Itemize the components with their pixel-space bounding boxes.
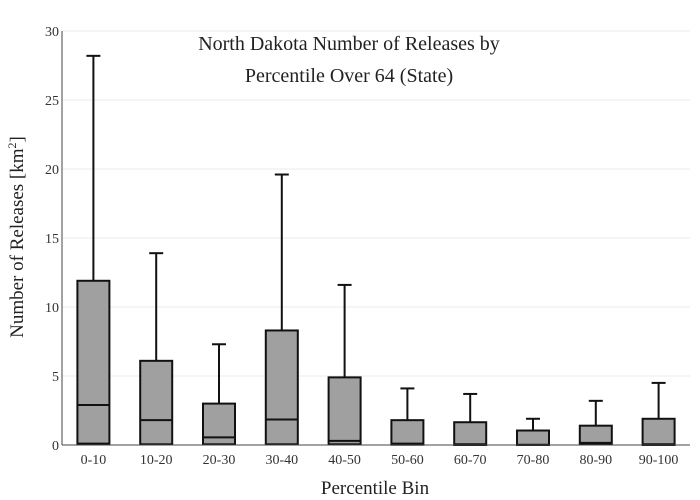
box-70-80 [516, 417, 550, 447]
iqr-box [264, 329, 299, 446]
y-tick-label: 25 [45, 94, 59, 109]
y-axis-title: Number of Releases [km2] [5, 136, 28, 338]
y-tick-label: 15 [45, 232, 59, 247]
x-tick-label: 0-10 [81, 453, 107, 468]
x-axis-title: Percentile Bin [321, 478, 430, 499]
box-20-30 [202, 343, 236, 446]
axes [61, 31, 690, 446]
box-50-60 [390, 387, 425, 446]
iqr-box [76, 279, 111, 445]
chart-title-line-1: North Dakota Number of Releases by [198, 33, 500, 55]
x-tick-label: 20-30 [203, 453, 236, 468]
y-tick-label: 5 [52, 370, 59, 385]
chart-title-line-2: Percentile Over 64 (State) [245, 65, 453, 87]
iqr-box [453, 421, 488, 447]
box-10-20 [139, 252, 174, 446]
iqr-box [516, 429, 550, 447]
box-90-100 [641, 381, 676, 446]
box-40-50 [327, 283, 362, 446]
box-60-70 [453, 392, 488, 447]
x-tick-label: 70-80 [517, 453, 550, 468]
iqr-box [578, 424, 613, 446]
x-tick-label: 90-100 [639, 453, 679, 468]
iqr-box [327, 376, 362, 446]
x-tick-label: 10-20 [140, 453, 173, 468]
iqr-box [641, 417, 676, 446]
y-tick-labels: 0 5 10 15 20 25 30 [45, 25, 59, 454]
iqr-box [139, 359, 174, 446]
x-tick-label: 30-40 [265, 453, 298, 468]
y-tick-label: 0 [52, 439, 59, 454]
y-axis-title-close: ] [7, 136, 28, 142]
y-tick-label: 10 [45, 301, 59, 316]
iqr-box [390, 419, 425, 446]
box-80-90 [578, 399, 613, 446]
x-tick-label: 60-70 [454, 453, 487, 468]
boxes [76, 54, 676, 447]
x-tick-label: 50-60 [391, 453, 424, 468]
y-axis-title-superscript: 2 [5, 142, 19, 148]
box-0-10 [76, 54, 111, 445]
x-tick-label: 80-90 [579, 453, 612, 468]
y-axis-title-main: Number of Releases [km [7, 148, 28, 338]
x-tick-labels: 0-10 10-20 20-30 30-40 40-50 50-60 60-70 70-80 8… [81, 453, 679, 468]
y-tick-label: 30 [45, 25, 59, 40]
x-tick-label: 40-50 [328, 453, 361, 468]
box-30-40 [264, 173, 299, 446]
y-tick-label: 20 [45, 163, 59, 178]
gridlines [62, 30, 690, 377]
